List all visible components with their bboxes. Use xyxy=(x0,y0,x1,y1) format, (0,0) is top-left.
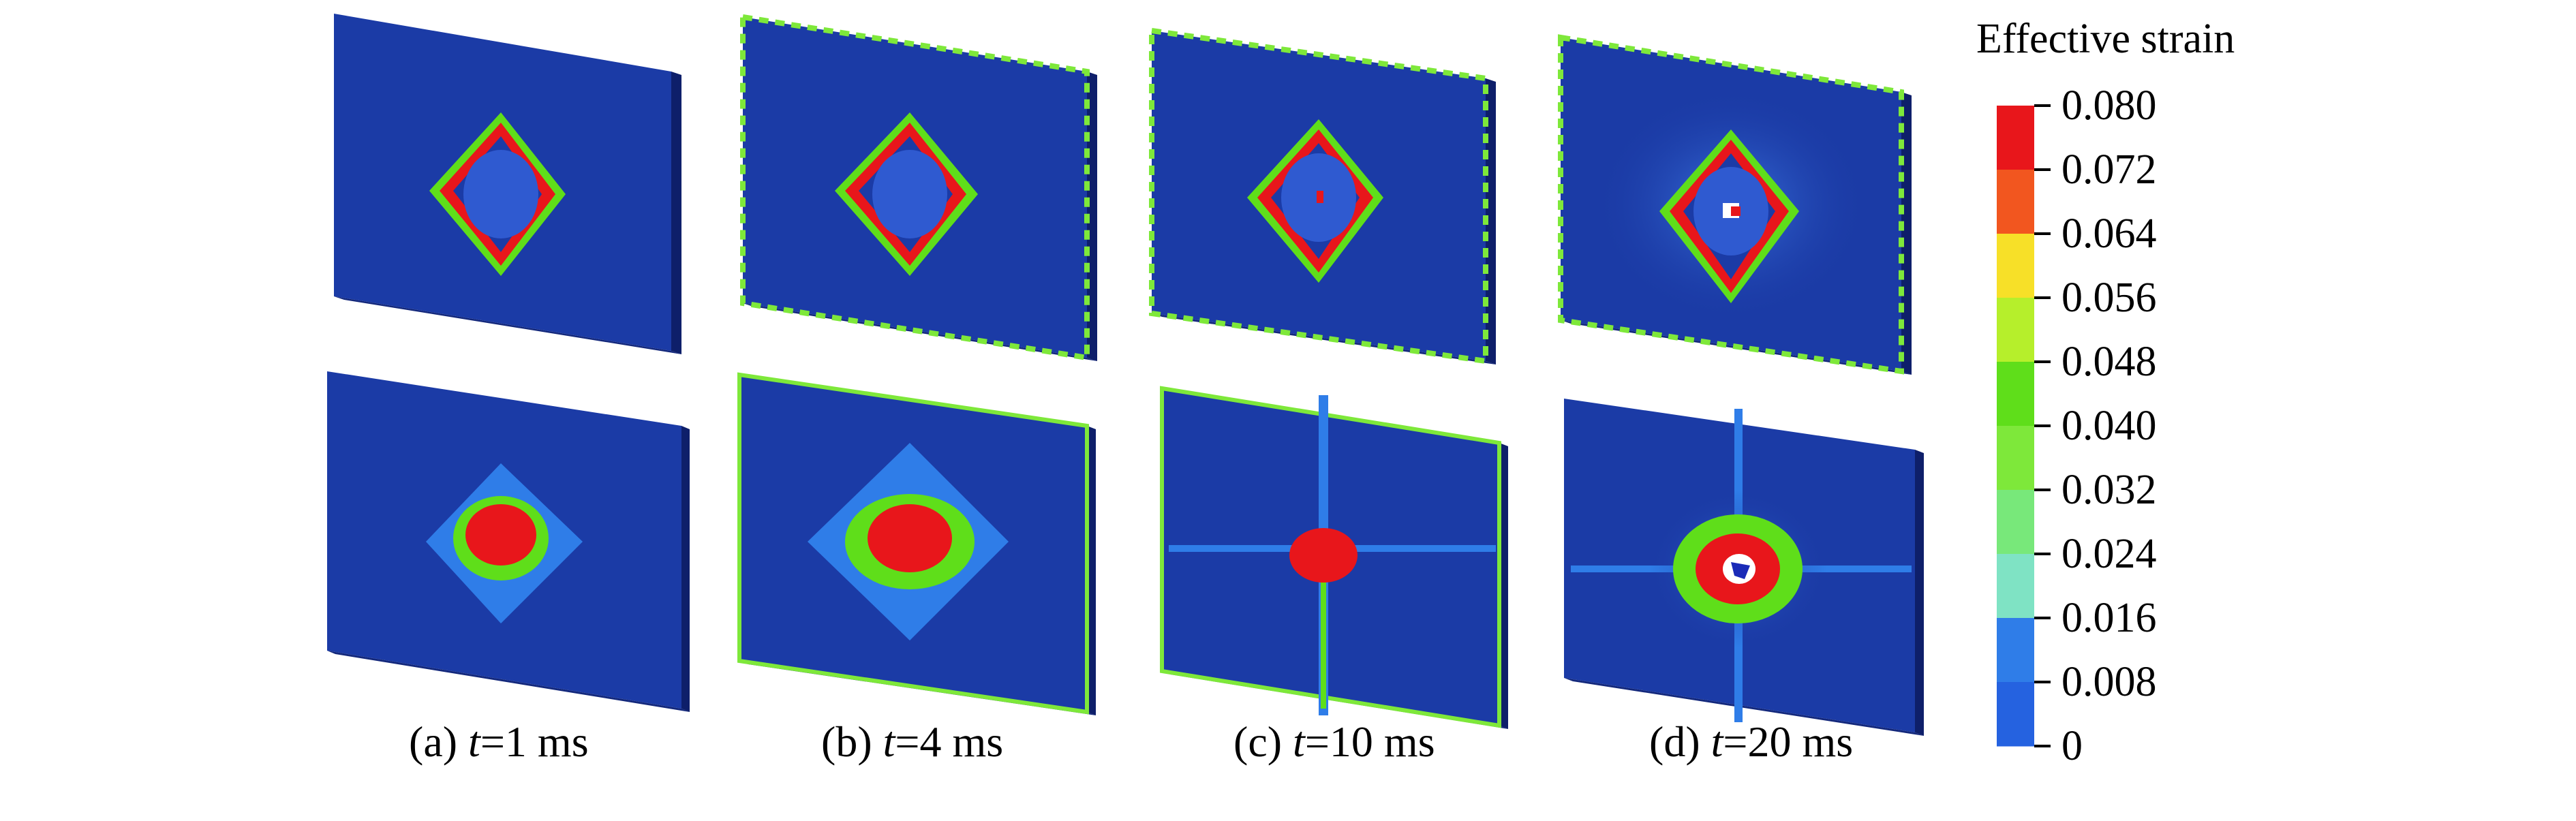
plate-a-top xyxy=(334,14,681,354)
colorbar-segment xyxy=(1997,106,2034,170)
caption-a-prefix: (a) xyxy=(409,717,469,766)
plate-a-bottom xyxy=(327,371,690,712)
plate-b-bottom xyxy=(737,372,1096,715)
colorbar-segment xyxy=(1997,554,2034,619)
colorbar-tick-label: 0 xyxy=(2061,723,2083,769)
caption-c: (c) t=10 ms xyxy=(1233,717,1435,767)
plate-c-top xyxy=(1149,27,1496,365)
caption-c-prefix: (c) xyxy=(1233,717,1293,766)
colorbar-segment xyxy=(1997,426,2034,491)
caption-b: (b) t=4 ms xyxy=(821,717,1003,767)
colorbar-segment xyxy=(1997,298,2034,362)
colorbar-tick-label: 0.008 xyxy=(2061,659,2157,705)
caption-d-suffix: =20 ms xyxy=(1723,717,1854,766)
caption-d-var: t xyxy=(1711,717,1723,766)
colorbar-tick-label: 0.024 xyxy=(2061,531,2157,577)
colorbar-tick-label: 0.040 xyxy=(2061,403,2157,449)
caption-c-var: t xyxy=(1293,717,1305,766)
plate-b-top xyxy=(740,14,1097,361)
caption-b-prefix: (b) xyxy=(821,717,883,766)
caption-a: (a) t=1 ms xyxy=(409,717,589,767)
colorbar-tick-label: 0.080 xyxy=(2061,82,2157,129)
colorbar-tick-label: 0.048 xyxy=(2061,339,2157,385)
caption-b-var: t xyxy=(883,717,895,766)
plate-d-bottom xyxy=(1564,399,1924,736)
colorbar-tick-label: 0.016 xyxy=(2061,595,2157,641)
colorbar-tick-label: 0.064 xyxy=(2061,211,2157,257)
legend-title: Effective strain xyxy=(1976,16,2235,62)
colorbar-tick-label: 0.072 xyxy=(2061,146,2157,193)
caption-d-prefix: (d) xyxy=(1649,717,1711,766)
caption-a-var: t xyxy=(468,717,480,766)
plate-d-top xyxy=(1558,34,1912,375)
caption-d: (d) t=20 ms xyxy=(1649,717,1853,767)
colorbar xyxy=(1997,104,2051,747)
caption-b-suffix: =4 ms xyxy=(895,717,1004,766)
colorbar-segment xyxy=(1997,682,2034,747)
colorbar-tick-label: 0.032 xyxy=(2061,467,2157,513)
colorbar-segment xyxy=(1997,362,2034,427)
colorbar-segment xyxy=(1997,490,2034,555)
caption-c-suffix: =10 ms xyxy=(1304,717,1435,766)
colorbar-segment xyxy=(1997,234,2034,298)
colorbar-segment xyxy=(1997,170,2034,234)
plate-c-bottom xyxy=(1160,386,1508,729)
colorbar-tick-label: 0.056 xyxy=(2061,275,2157,321)
caption-a-suffix: =1 ms xyxy=(480,717,589,766)
colorbar-segment xyxy=(1997,618,2034,683)
